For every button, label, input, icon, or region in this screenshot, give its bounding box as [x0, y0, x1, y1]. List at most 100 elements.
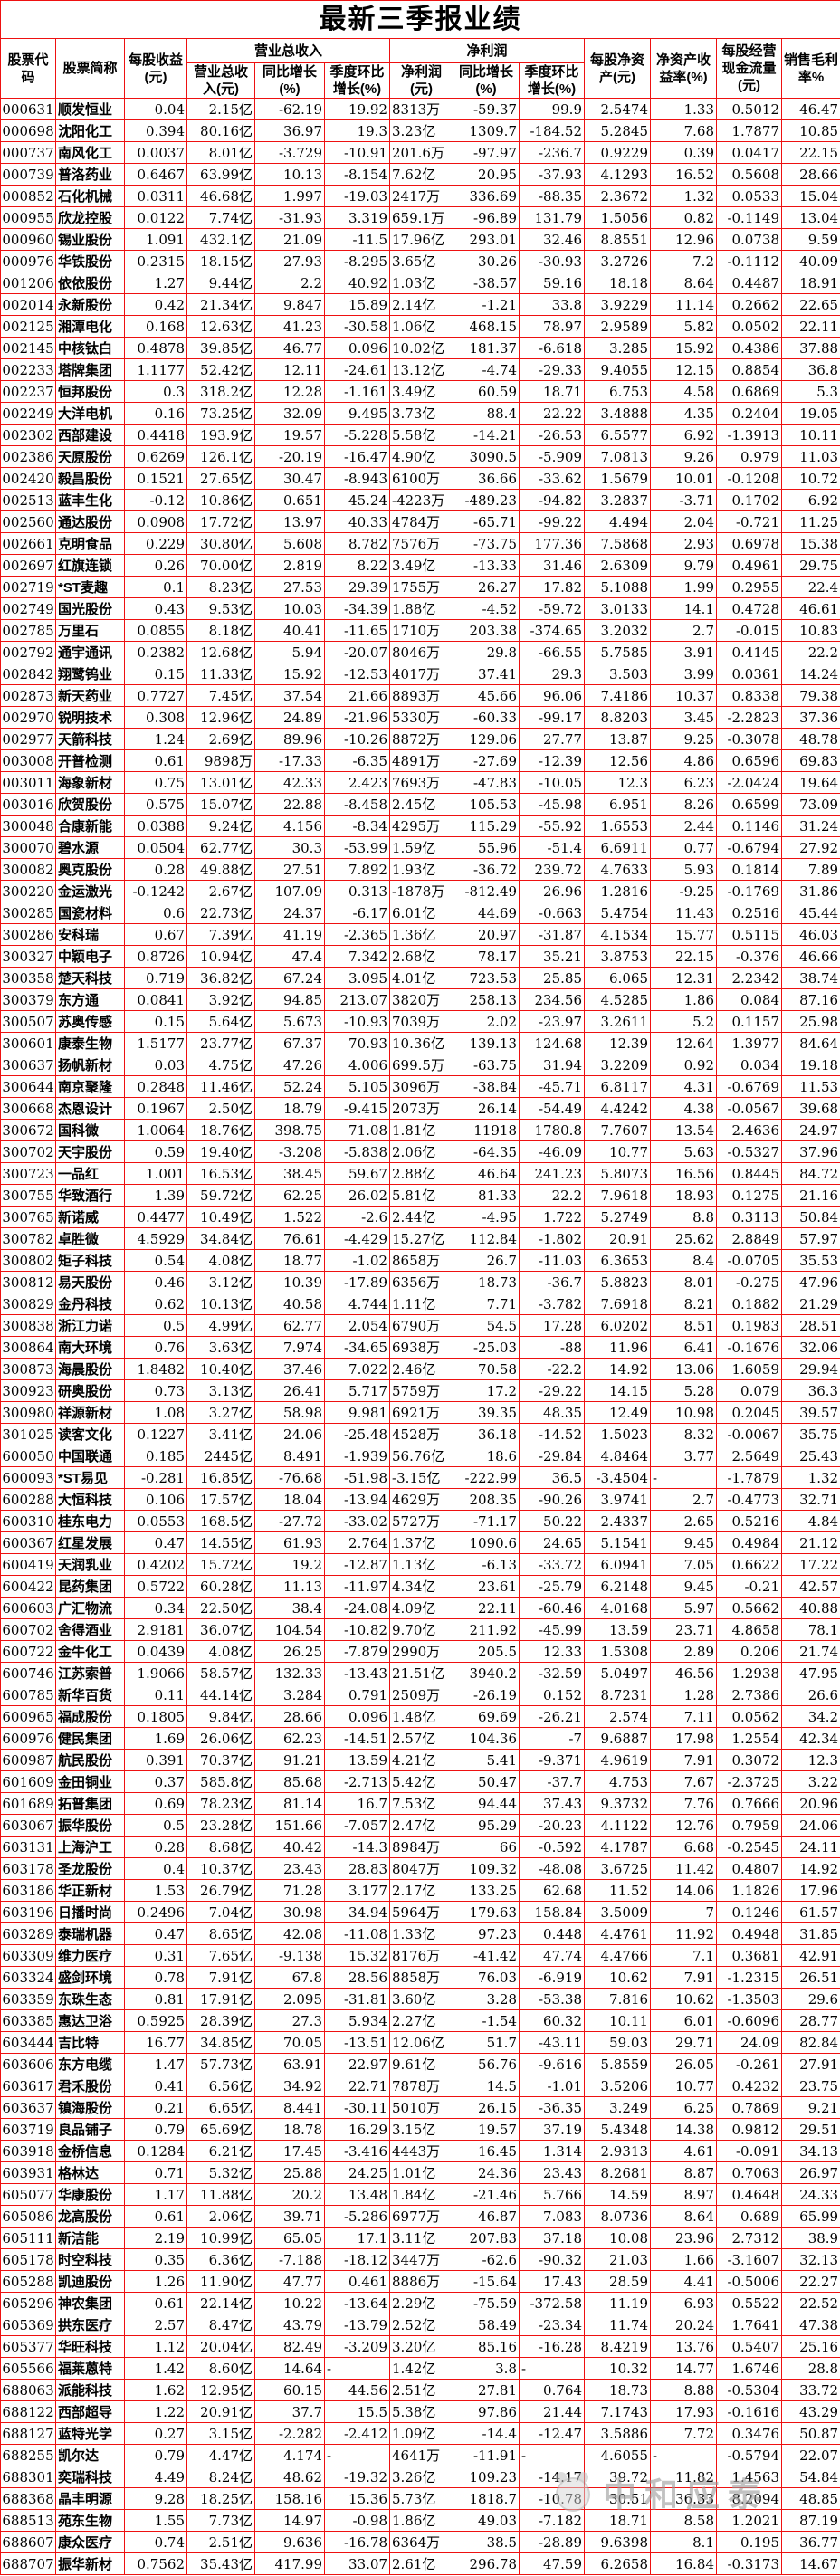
eps-cell: 0.6467	[124, 163, 187, 186]
gross-margin-cell: 7.89	[780, 858, 840, 881]
profit-yoy-cell: -38.84	[453, 1075, 520, 1098]
revenue-cell: 23.77亿	[186, 1032, 255, 1054]
net-profit-cell: 1755万	[389, 576, 453, 598]
roe-cell: 2.44	[650, 815, 717, 837]
revenue-cell: 14.55亿	[186, 1531, 255, 1554]
revenue-yoy-cell: -76.68	[254, 1466, 325, 1489]
profit-yoy-cell: 56.76	[453, 2053, 520, 2075]
table-row: 002420 毅昌股份 0.1521 27.65亿 30.47 -8.943 6100万 36…	[0, 467, 840, 490]
revenue-cell: 9.53亿	[186, 597, 255, 620]
bvps-cell: 7.4186	[584, 684, 651, 707]
eps-cell: 0.79	[124, 2444, 187, 2466]
profit-yoy-cell: 94.44	[453, 1792, 520, 1815]
profit-qoq-cell: 0.152	[519, 1684, 585, 1706]
bvps-cell: 10.11	[584, 2009, 651, 2032]
revenue-yoy-cell: 40.58	[254, 1293, 325, 1315]
stock-name-cell: 卓胜微	[55, 1227, 125, 1250]
eps-cell: 1.08	[124, 1401, 187, 1424]
revenue-yoy-cell: 62.77	[254, 1314, 325, 1337]
gross-margin-cell: 27.91	[780, 2053, 840, 2075]
profit-yoy-cell: -38.57	[453, 272, 520, 294]
gross-margin-cell: 39.68	[780, 1097, 840, 1120]
stock-name-cell: 南风化工	[55, 141, 125, 164]
revenue-qoq-cell: 0.313	[324, 880, 390, 902]
profit-qoq-cell: -45.98	[519, 793, 585, 816]
profit-yoy-cell: 208.35	[453, 1488, 520, 1511]
stock-name-cell: 福成股份	[55, 1705, 125, 1728]
table-row: 688513 苑东生物 1.55 7.73亿 14.97 -0.98 1.86亿 49.03-…	[0, 2509, 840, 2532]
net-profit-cell: 3.60亿	[389, 1988, 453, 2010]
col-header-stock-name: 股票简称	[55, 38, 125, 99]
revenue-yoy-cell: 40.42	[254, 1836, 325, 1858]
roe-cell: 4.41	[650, 2270, 717, 2293]
revenue-yoy-cell: 43.79	[254, 2314, 325, 2336]
stock-code-cell: 600702	[0, 1618, 56, 1641]
gross-margin-cell: 31.86	[780, 880, 840, 902]
stock-code-cell: 002513	[0, 489, 56, 511]
net-profit-cell: 1.33亿	[389, 1922, 453, 1945]
roe-cell: 7.05	[650, 1553, 717, 1576]
profit-yoy-cell: 24.36	[453, 2161, 520, 2184]
net-profit-cell: 1.81亿	[389, 1119, 453, 1141]
gross-margin-cell: 54.84	[780, 2466, 840, 2488]
net-profit-cell: 6921万	[389, 1401, 453, 1424]
gross-margin-cell: 48.85	[780, 2487, 840, 2510]
profit-qoq-cell: -	[519, 2444, 585, 2466]
net-profit-cell: 4295万	[389, 815, 453, 837]
stock-code-cell: 301025	[0, 1423, 56, 1445]
revenue-cell: 78.23亿	[186, 1792, 255, 1815]
eps-cell: 4.5929	[124, 1227, 187, 1250]
roe-cell: 6.01	[650, 2009, 717, 2032]
eps-cell: 0.04	[124, 98, 187, 120]
revenue-yoy-cell: 65.05	[254, 2227, 325, 2249]
profit-qoq-cell: 5.766	[519, 2183, 585, 2206]
bvps-cell: 4.0168	[584, 1597, 651, 1619]
gross-margin-cell: 50.84	[780, 1206, 840, 1228]
stock-code-cell: 605377	[0, 2335, 56, 2358]
revenue-qoq-cell: -4.429	[324, 1227, 390, 1250]
profit-yoy-cell: -26.19	[453, 1684, 520, 1706]
table-row: 002842 翔鹭钨业 0.15 11.33亿 15.92 -12.53 4017万 37.4…	[0, 663, 840, 685]
net-profit-cell: 4629万	[389, 1488, 453, 1511]
profit-yoy-cell: 69.69	[453, 1705, 520, 1728]
ocf-cell: 2.7312	[716, 2227, 782, 2249]
table-row: 002302 西部建设 0.4418 193.9亿 19.57 -5.228 5.58亿 -1…	[0, 424, 840, 446]
revenue-cell: 59.72亿	[186, 1184, 255, 1207]
revenue-yoy-cell: 46.77	[254, 337, 325, 359]
eps-cell: 0.719	[124, 967, 187, 989]
ocf-cell: 1.3977	[716, 1032, 782, 1054]
profit-qoq-cell: 26.96	[519, 880, 585, 902]
stock-code-cell: 300601	[0, 1032, 56, 1054]
ocf-cell: 0.6869	[716, 380, 782, 403]
bvps-cell: 3.5886	[584, 2422, 651, 2445]
profit-qoq-cell: 7.083	[519, 2205, 585, 2228]
table-row: 300980 祥源新材 1.08 3.27亿 58.98 9.981 6921万 39.35 4…	[0, 1401, 840, 1424]
table-body: 000631 顺发恒业 0.04 2.15亿 -62.19 19.92 8313万 -59.3…	[0, 98, 840, 2575]
stock-name-cell: 万里石	[55, 619, 125, 642]
profit-qoq-cell: 0.764	[519, 2379, 585, 2401]
profit-qoq-cell: 22.2	[519, 1184, 585, 1207]
roe-cell: 17.93	[650, 2400, 717, 2423]
roe-cell: 8.4	[650, 1249, 717, 1272]
table-row: 300873 海晨股份 1.8482 10.40亿 37.46 7.022 2.46亿 70.…	[0, 1358, 840, 1380]
col-header-bvps: 每股净资产(元)	[584, 38, 651, 99]
roe-cell: 8.64	[650, 2205, 717, 2228]
ocf-cell: 1.1826	[716, 1879, 782, 1902]
ocf-cell: -1.3503	[716, 1988, 782, 2010]
revenue-cell: 12.68亿	[186, 641, 255, 663]
ocf-cell: 0.1246	[716, 1901, 782, 1923]
revenue-yoy-cell: 21.09	[254, 228, 325, 251]
eps-cell: 1.9066	[124, 1662, 187, 1684]
eps-cell: 0.61	[124, 2205, 187, 2228]
profit-yoy-cell: 27.81	[453, 2379, 520, 2401]
gross-margin-cell: 21.74	[780, 1640, 840, 1663]
profit-qoq-cell: -23.97	[519, 1010, 585, 1033]
table-row: 000698 沈阳化工 0.394 80.16亿 36.97 19.3 3.23亿 1309.…	[0, 119, 840, 142]
eps-cell: 1.17	[124, 2183, 187, 2206]
roe-cell: 20.24	[650, 2314, 717, 2336]
revenue-qoq-cell: -10.91	[324, 141, 390, 164]
stock-name-cell: 一品红	[55, 1162, 125, 1185]
revenue-qoq-cell: -31.81	[324, 1988, 390, 2010]
roe-cell: -9.25	[650, 880, 717, 902]
table-row: 300601 康泰生物 1.5177 23.77亿 67.37 70.93 10.36亿 13…	[0, 1032, 840, 1054]
